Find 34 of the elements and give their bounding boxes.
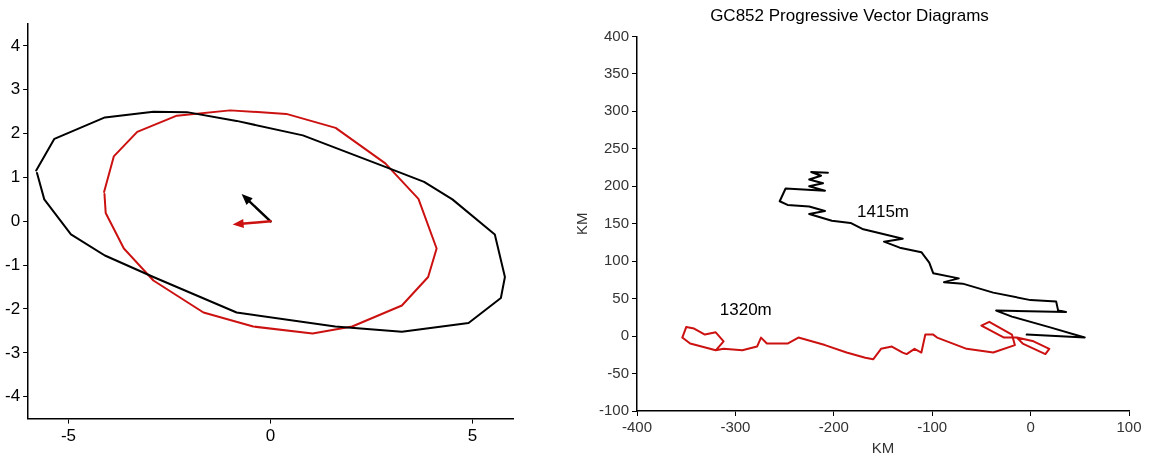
x-axis-title: KM	[871, 439, 895, 457]
x-tick-label: 0	[265, 426, 276, 446]
y-tick-label: -50	[607, 363, 630, 381]
y-tick-label: 150	[603, 213, 630, 231]
x-tick-label: -100	[917, 418, 948, 436]
x-tick-label: -400	[622, 418, 653, 436]
chart-title: GC852 Progressive Vector Diagrams	[710, 5, 989, 25]
y-tick-label: 200	[603, 176, 630, 194]
x-tick-label: -300	[720, 418, 751, 436]
y-tick-label: -1	[4, 254, 21, 274]
x-tick-label: 100	[1116, 418, 1142, 436]
annotation: 1320m	[719, 299, 772, 319]
y-tick-label: 4	[10, 35, 21, 55]
x-tick-label: -200	[818, 418, 849, 436]
y-tick-label: -2	[4, 298, 21, 318]
y-tick-label: 400	[603, 26, 630, 44]
x-tick-label: 5	[467, 426, 478, 446]
y-tick-label: 350	[603, 64, 630, 81]
y-tick-label: 0	[10, 210, 21, 230]
y-tick-label: 250	[603, 138, 630, 156]
y-tick-label: -100	[598, 401, 630, 419]
y-tick-label: -3	[4, 342, 21, 362]
y-tick-label: 2	[10, 123, 21, 143]
y-tick-label: 3	[10, 79, 21, 99]
y-tick-label: 0	[620, 326, 630, 344]
y-tick-label: 300	[603, 101, 630, 119]
y-axis-title: KM	[573, 212, 591, 235]
y-tick-label: 50	[612, 288, 630, 306]
x-tick-label: 0	[1026, 418, 1035, 436]
y-tick-label: -4	[4, 386, 21, 406]
annotation: 1415m	[857, 201, 909, 221]
x-tick-label: -5	[60, 426, 77, 446]
y-tick-label: 100	[603, 251, 630, 269]
y-tick-label: 1	[10, 167, 21, 187]
